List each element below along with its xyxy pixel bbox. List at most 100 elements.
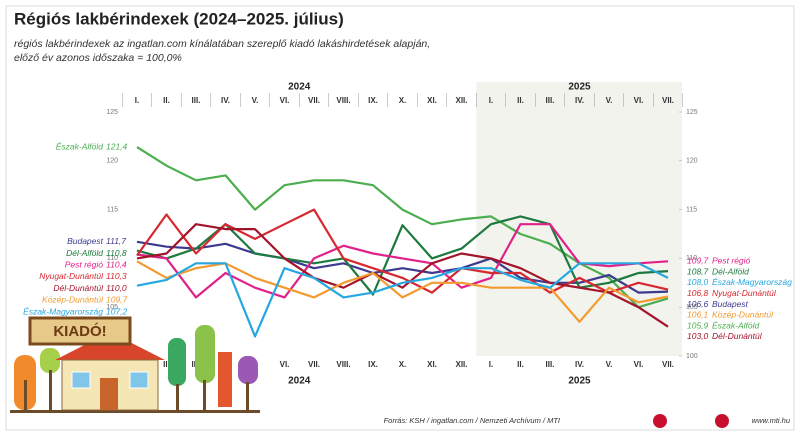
x-tick-label: I. [489, 96, 493, 105]
x-tick-label: VII. [308, 96, 320, 105]
series-name: Közép-Dunántúl [712, 310, 774, 320]
series-name: Pest régió [712, 256, 751, 266]
trunk [176, 384, 179, 410]
x-tick-label: VI. [280, 360, 290, 369]
series-name: Pest régió [65, 259, 104, 269]
x-tick-label: VII. [662, 360, 674, 369]
value-label: 109,7 [106, 295, 128, 305]
tree [218, 352, 232, 407]
x-tick-label: IV. [221, 96, 230, 105]
series-name: Budapest [712, 299, 749, 309]
series-name: Közép-Dunántúl [42, 295, 104, 305]
y-tick-label: 105 [106, 304, 118, 311]
x-tick-label: II. [517, 96, 524, 105]
y-tick-label: 110 [686, 255, 697, 262]
house-illustration: KIADÓ! [10, 316, 260, 413]
value-label: 109,7 [687, 256, 709, 266]
website: www.mti.hu [752, 416, 791, 425]
x-tick-label: XI. [427, 96, 437, 105]
x-tick-label: VI. [634, 360, 644, 369]
x-tick-label: IX. [368, 96, 378, 105]
series-name: Dél-Dunántúl [712, 331, 763, 341]
x-tick-label: VI. [280, 96, 290, 105]
value-label: 106,6 [687, 299, 709, 309]
x-tick-label: XI. [427, 360, 437, 369]
logo [715, 414, 729, 428]
x-tick-label: XII. [455, 360, 467, 369]
year-label: 2024 [288, 376, 311, 387]
value-label: 103,0 [687, 331, 709, 341]
subtitle: régiós lakbérindexek az ingatlan.com kín… [14, 38, 430, 50]
roof [55, 332, 165, 360]
x-tick-label: I. [135, 96, 139, 105]
year-label: 2024 [288, 82, 311, 93]
value-label: 110,8 [106, 248, 127, 258]
window [71, 371, 91, 389]
y-tick-label: 120 [686, 158, 698, 165]
x-tick-label: VII. [662, 96, 674, 105]
value-label: 110,0 [106, 283, 127, 293]
x-tick-label: IV. [575, 96, 584, 105]
tree [40, 348, 60, 373]
value-label: 110,4 [106, 259, 127, 269]
x-tick-label: VIII. [336, 360, 350, 369]
tree [195, 325, 215, 383]
x-tick-label: VII. [308, 360, 320, 369]
x-tick-label: III. [546, 96, 555, 105]
x-tick-label: IX. [368, 360, 378, 369]
y-tick-label: 115 [107, 206, 118, 213]
series-name: Észak-Magyarország [712, 277, 792, 287]
value-label: 106,8 [687, 288, 709, 298]
sign-text: KIADÓ! [53, 322, 106, 340]
series-name: Nyugat-Dunántúl [39, 271, 104, 281]
x-tick-label: VI. [634, 96, 644, 105]
value-label: 107,2 [106, 306, 128, 316]
y-tick-label: 125 [686, 109, 698, 116]
x-tick-label: X. [399, 360, 407, 369]
series-name: Budapest [67, 236, 104, 246]
value-label: 105,9 [687, 320, 709, 330]
window [129, 371, 149, 389]
value-label: 110,3 [106, 271, 127, 281]
chart-title: Régiós lakbérindexek (2024–2025. július) [14, 9, 344, 28]
x-tick-label: X. [399, 96, 407, 105]
value-label: 108,0 [687, 277, 709, 287]
x-tick-label: III. [546, 360, 555, 369]
trunk [246, 382, 249, 410]
value-label: 121,4 [106, 141, 128, 151]
y-tick-label: 100 [686, 353, 698, 360]
x-tick-label: II. [163, 96, 170, 105]
series-name: Észak-Alföld [56, 141, 104, 151]
series-line [136, 223, 669, 328]
x-tick-label: II. [517, 360, 524, 369]
y-tick-label: 115 [686, 206, 697, 213]
y-tick-label: 110 [107, 255, 118, 262]
x-tick-label: II. [163, 360, 170, 369]
x-tick-label: IV. [575, 360, 584, 369]
x-tick-label: I. [489, 360, 493, 369]
subtitle: előző év azonos időszaka = 100,0% [14, 52, 182, 64]
x-tick-label: V. [252, 96, 259, 105]
series-name: Dél-Alföld [712, 266, 749, 276]
tree [168, 338, 186, 386]
trunk [49, 370, 52, 410]
series-name: Észak-Magyarország [23, 306, 103, 316]
x-tick-label: V. [606, 96, 613, 105]
series-name: Dél-Alföld [66, 248, 103, 258]
x-tick-label: XII. [455, 96, 467, 105]
sign-board [28, 316, 132, 346]
frame [5, 5, 795, 431]
series-name: Nyugat-Dunántúl [712, 288, 777, 298]
series-line [136, 240, 669, 294]
logo [653, 414, 667, 428]
plot: I. I. II. II. III. III. IV. IV. V. V. VI. VI. VII. VI… [23, 82, 792, 387]
x-tick-label: V. [606, 360, 613, 369]
series-name: Dél-Dunántúl [53, 283, 104, 293]
x-tick-label: VIII. [336, 96, 350, 105]
y-tick-label: 120 [106, 158, 118, 165]
tree [238, 356, 258, 384]
series-line [136, 208, 669, 294]
value-label: 106,1 [687, 310, 709, 320]
door [100, 378, 118, 410]
series-line [136, 262, 669, 338]
